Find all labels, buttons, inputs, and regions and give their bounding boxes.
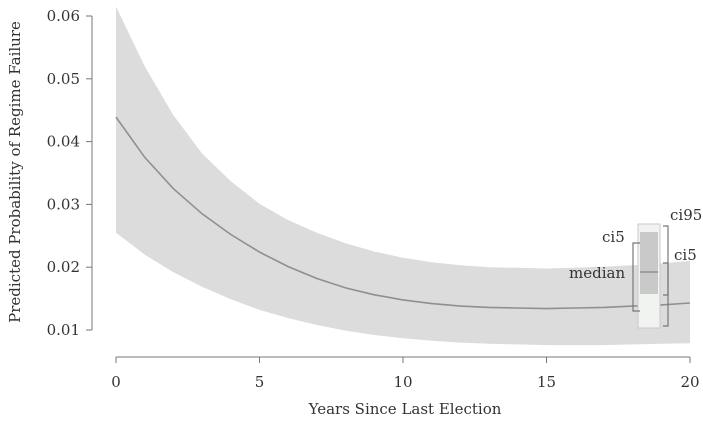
legend-label-ci5-right: ci5 <box>674 246 697 264</box>
y-axis-ticks: 0.01 0.02 0.03 0.04 0.05 0.06 <box>47 7 92 339</box>
legend-bracket-right-inner <box>663 262 669 296</box>
x-tick-label: 5 <box>255 373 265 391</box>
x-tick-label: 20 <box>680 373 699 391</box>
y-tick-label: 0.05 <box>47 70 80 88</box>
x-tick-label: 15 <box>537 373 556 391</box>
legend-label-ci95: ci95 <box>670 206 702 224</box>
y-tick-label: 0.03 <box>47 195 80 213</box>
legend-ci-band-box <box>640 232 658 294</box>
legend-label-median: median <box>569 264 625 282</box>
x-tick-label: 10 <box>393 373 412 391</box>
confidence-band <box>116 6 690 346</box>
y-tick-label: 0.02 <box>47 258 80 276</box>
plot-area <box>115 6 691 346</box>
legend: ci5 ci95 median ci5 <box>569 206 702 329</box>
axes: 0.01 0.02 0.03 0.04 0.05 0.06 0 5 10 15 20 <box>47 7 700 391</box>
legend-label-ci5-left: ci5 <box>602 228 625 246</box>
y-tick-label: 0.04 <box>47 133 80 151</box>
y-tick-label: 0.01 <box>47 321 80 339</box>
median-line <box>115 116 691 310</box>
y-tick-label: 0.06 <box>47 7 80 25</box>
x-tick-label: 0 <box>111 373 121 391</box>
legend-bracket-left <box>632 242 640 312</box>
x-axis-ticks: 0 5 10 15 20 <box>111 357 700 391</box>
y-axis-title: Predicted Probability of Regime Failure <box>6 21 24 323</box>
x-axis-title: Years Since Last Election <box>308 400 502 418</box>
